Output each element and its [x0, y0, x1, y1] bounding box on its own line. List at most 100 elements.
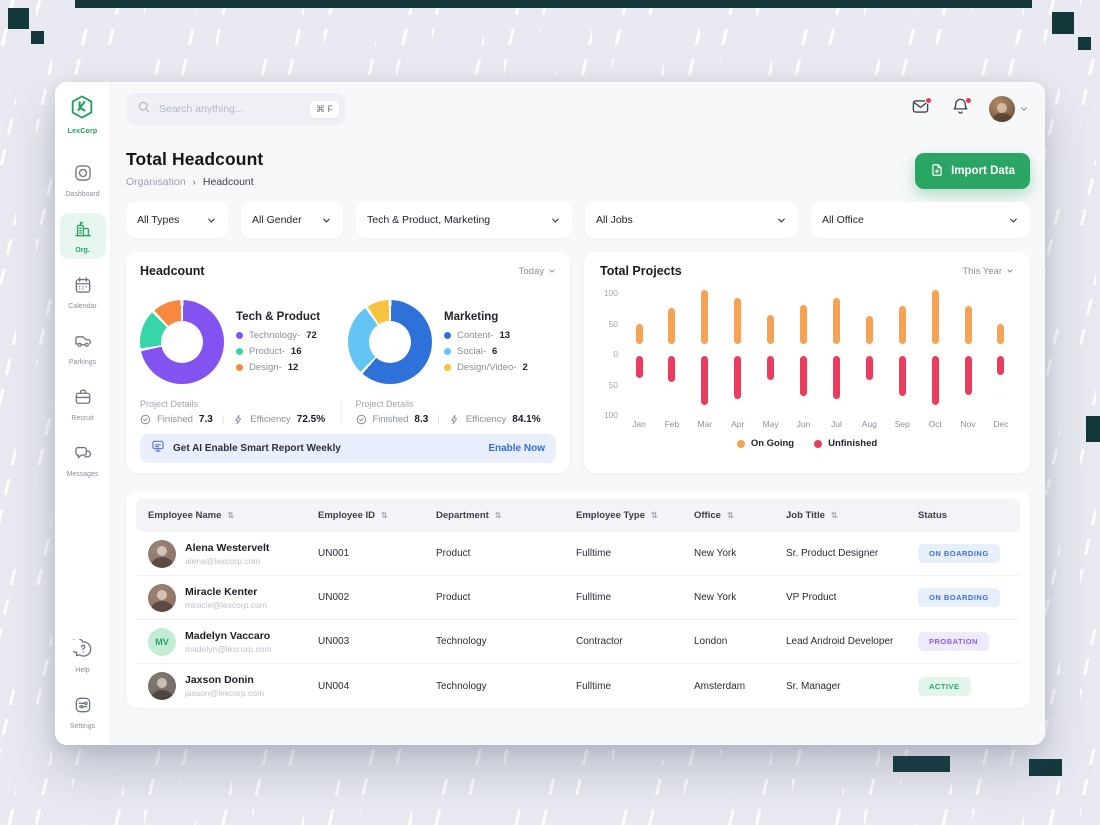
bar-ongoing-feb[interactable] — [668, 308, 676, 344]
bar-unfinished-jan[interactable] — [635, 356, 643, 378]
bar-ongoing-nov[interactable] — [964, 306, 972, 344]
legend-item-on-going: On Going — [736, 438, 794, 449]
filter-all-gender[interactable]: All Gender — [241, 202, 343, 238]
legend-dot — [236, 364, 243, 371]
headcount-period-dropdown[interactable]: Today — [519, 266, 556, 277]
bar-unfinished-may[interactable] — [767, 356, 775, 381]
user-menu[interactable] — [989, 96, 1029, 122]
bar-unfinished-dec[interactable] — [997, 356, 1005, 376]
projects-period-dropdown[interactable]: This Year — [962, 266, 1014, 277]
column-header-job-title[interactable]: Job Title ⇅ — [786, 510, 918, 521]
column-header-employee-type[interactable]: Employee Type ⇅ — [576, 510, 694, 521]
bar-unfinished-aug[interactable] — [865, 356, 873, 381]
bar-unfinished-feb[interactable] — [668, 356, 676, 383]
bar-ongoing-oct[interactable] — [931, 289, 939, 344]
filter-all-jobs[interactable]: All Jobs — [585, 202, 798, 238]
bar-ongoing-apr[interactable] — [734, 298, 742, 344]
bar-ongoing-jan[interactable] — [635, 323, 643, 344]
column-label: Status — [918, 510, 948, 521]
inbox-button[interactable] — [909, 97, 932, 120]
sort-icon: ⇅ — [227, 511, 235, 520]
chevron-down-icon — [1000, 215, 1019, 226]
donut-chart-marketing — [348, 300, 432, 384]
sidebar-item-recruit[interactable]: Recruit — [60, 381, 106, 427]
table-row-madelyn-vaccaro[interactable]: MV Madelyn Vaccaro madelyn@lexcorp.com UN00… — [136, 620, 1020, 664]
x-tick-mar: Mar — [697, 419, 713, 429]
legend-value: 16 — [290, 346, 302, 357]
bar-unfinished-jun[interactable] — [800, 356, 808, 396]
bar-ongoing-jun[interactable] — [800, 305, 808, 344]
bar-ongoing-mar[interactable] — [701, 289, 709, 344]
finished-value: 8.3 — [414, 414, 429, 425]
column-header-department[interactable]: Department ⇅ — [436, 510, 576, 521]
chevron-down-icon — [549, 269, 555, 273]
bar-ongoing-dec[interactable] — [997, 323, 1005, 344]
project-details-2: Project Details Finished 8.3 | Efficiency 84.… — [356, 399, 557, 425]
sort-icon: ⇅ — [381, 511, 388, 520]
efficiency-value: 72.5% — [296, 414, 326, 425]
sort-icon: ⇅ — [494, 511, 502, 520]
project-details-1: Project Details Finished 7.3 | Efficiency 72.… — [140, 399, 342, 425]
bar-unfinished-nov[interactable] — [964, 356, 972, 396]
decor-bar — [75, 0, 1032, 8]
bar-ongoing-sep[interactable] — [898, 306, 906, 344]
sidebar-item-org[interactable]: Org. — [59, 213, 106, 259]
total-projects-card: Total Projects This Year 100 50 0 50 100 Jan F… — [584, 252, 1030, 473]
messages-icon — [73, 443, 93, 468]
filter-all-types[interactable]: All Types — [126, 202, 228, 238]
enable-now-link[interactable]: Enable Now — [488, 443, 545, 454]
x-tick-jan: Jan — [632, 419, 646, 429]
check-circle-icon — [356, 414, 367, 425]
y-tick: 100 — [603, 410, 618, 420]
chevron-down-icon — [313, 215, 332, 226]
sort-icon: ⇅ — [726, 511, 734, 520]
sidebar-item-settings[interactable]: Settings — [60, 689, 106, 735]
employee-id: UN001 — [318, 548, 350, 559]
bar-unfinished-apr[interactable] — [734, 356, 742, 400]
legend-dot — [444, 332, 451, 339]
bar-ongoing-jul[interactable] — [832, 298, 840, 344]
employee-id: UN002 — [318, 592, 350, 603]
bar-ongoing-aug[interactable] — [865, 316, 873, 344]
sidebar-item-calendar[interactable]: Calendar — [60, 269, 106, 315]
column-header-employee-name[interactable]: Employee Name ⇅ — [148, 510, 318, 521]
search-placeholder: Search anything... — [159, 103, 244, 115]
breadcrumb-organisation[interactable]: Organisation — [126, 176, 186, 188]
filter-all-office[interactable]: All Office — [811, 202, 1030, 238]
column-header-employee-id[interactable]: Employee ID ⇅ — [318, 510, 436, 521]
table-row-alena-westervelt[interactable]: Alena Westervelt alena@lexcorp.com UN001 Pr… — [136, 532, 1020, 576]
notifications-button[interactable] — [949, 97, 972, 120]
office: Amsterdam — [694, 680, 746, 692]
lightning-icon — [449, 414, 460, 425]
sidebar-item-label: Settings — [69, 723, 96, 730]
employee-id: UN004 — [318, 680, 350, 692]
logo[interactable]: LexCorp — [68, 94, 98, 135]
month-column-feb: Feb — [659, 288, 685, 429]
content: Total Headcount Organisation › Headcount… — [111, 136, 1045, 745]
month-column-apr: Apr — [725, 288, 751, 429]
bar-ongoing-may[interactable] — [767, 314, 775, 344]
sidebar-item-messages[interactable]: Messages — [60, 437, 106, 483]
donut-title: Marketing — [444, 311, 499, 323]
status-cell: ACTIVE — [918, 676, 1008, 696]
employee-type: Fulltime — [576, 592, 612, 603]
table-row-miracle-kenter[interactable]: Miracle Kenter miracle@lexcorp.com UN002 Pr… — [136, 576, 1020, 620]
import-data-button[interactable]: Import Data — [915, 153, 1030, 189]
status-badge: ACTIVE — [918, 676, 971, 696]
legend-label: Technology- — [249, 330, 301, 341]
bar-unfinished-mar[interactable] — [701, 356, 709, 405]
sidebar-item-dashboard[interactable]: Dashboard — [60, 157, 106, 203]
column-header-office[interactable]: Office ⇅ — [694, 510, 786, 521]
chevron-down-icon — [768, 215, 787, 226]
sidebar-item-help[interactable]: Help — [60, 633, 106, 679]
finished-value: 7.3 — [198, 414, 213, 425]
bar-unfinished-sep[interactable] — [898, 356, 906, 396]
sidebar-item-parkings[interactable]: Parkings — [60, 325, 106, 371]
bar-unfinished-oct[interactable] — [931, 356, 939, 405]
legend-item-social: Social- 6 — [444, 346, 528, 357]
filter-tech-product-marketing[interactable]: Tech & Product, Marketing — [356, 202, 572, 238]
search-input[interactable]: Search anything... ⌘ F — [127, 93, 345, 125]
bar-unfinished-jul[interactable] — [832, 356, 840, 400]
department: Technology — [436, 680, 487, 692]
table-row-jaxson-donin[interactable]: Jaxson Donin jaxson@lexcorp.com UN004 Techn… — [136, 664, 1020, 708]
